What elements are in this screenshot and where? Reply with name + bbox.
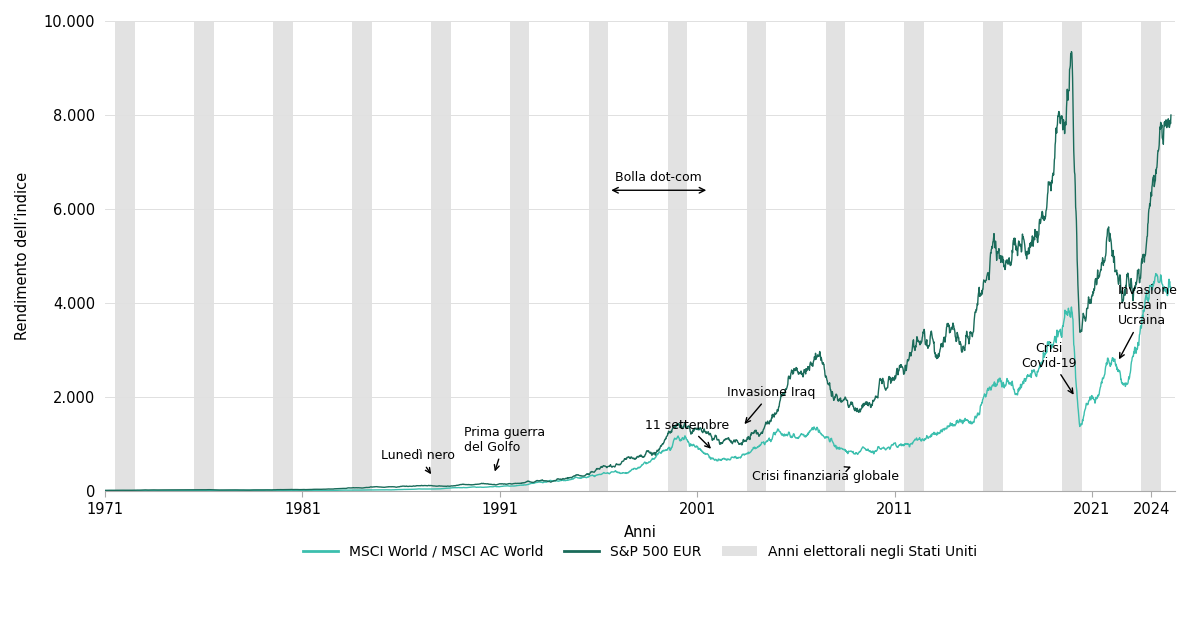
Bar [1141,21,1162,491]
Text: Invasione
russa in
Ucraina: Invasione russa in Ucraina [1117,284,1177,358]
Text: Crisi finanziaria globale: Crisi finanziaria globale [752,467,899,483]
Bar [352,21,372,491]
X-axis label: Anni: Anni [624,525,656,540]
Bar [826,21,845,491]
Bar [431,21,450,491]
Bar [510,21,529,491]
Bar [272,21,293,491]
Bar [194,21,214,491]
Text: 11 settembre: 11 settembre [646,418,730,448]
Bar [1062,21,1082,491]
Bar [115,21,134,491]
Bar [746,21,767,491]
Legend: MSCI World / MSCI AC World, S&P 500 EUR, Anni elettorali negli Stati Uniti: MSCI World / MSCI AC World, S&P 500 EUR,… [298,539,983,564]
Bar [589,21,608,491]
Bar [984,21,1003,491]
Text: Crisi
Covid-19: Crisi Covid-19 [1021,342,1076,394]
Y-axis label: Rendimento dell’indice: Rendimento dell’indice [14,172,30,340]
Text: Prima guerra
del Golfo: Prima guerra del Golfo [464,426,546,470]
Text: Lunedì nero: Lunedì nero [382,449,455,473]
Bar [667,21,688,491]
Text: Invasione Iraq: Invasione Iraq [727,386,815,423]
Text: Bolla dot-com: Bolla dot-com [616,171,702,184]
Bar [905,21,924,491]
